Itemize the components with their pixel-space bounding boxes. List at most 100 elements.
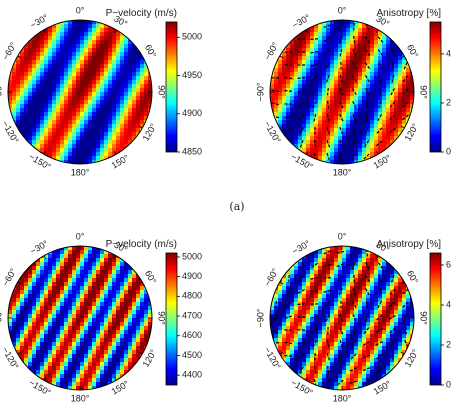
- stick-mark: [389, 100, 397, 108]
- stick-mark: [363, 60, 371, 70]
- fast-direction-sticks: [271, 21, 410, 161]
- stick-mark: [310, 326, 320, 334]
- stick-mark: [377, 299, 383, 309]
- stick-mark: [338, 99, 344, 109]
- azimuth-label: 180°: [71, 167, 90, 177]
- stick-mark: [325, 138, 331, 148]
- azimuth-label: 90°: [419, 311, 429, 325]
- stick-mark: [313, 138, 317, 148]
- colorbar-tick-label: 4600: [182, 330, 202, 340]
- stick-mark: [323, 263, 333, 267]
- azimuth-label: 0°: [76, 5, 85, 15]
- colorbar-label: Anisotropy [%]: [377, 8, 442, 19]
- stick-mark: [324, 300, 332, 308]
- stick-mark: [388, 301, 398, 307]
- azimuth-tick: [400, 125, 405, 129]
- azimuth-tick: [138, 55, 143, 59]
- azimuth-label: 60°: [143, 43, 159, 60]
- azimuth-tick: [375, 255, 379, 260]
- stick-mark: [375, 327, 385, 333]
- colorbar-tick-label: 4700: [182, 310, 202, 320]
- stick-mark: [351, 338, 357, 348]
- azimuth-label: −90°: [0, 82, 3, 101]
- colorbar-label: P−velocity (m/s): [106, 8, 177, 19]
- stick-mark: [363, 326, 371, 334]
- stick-mark: [402, 100, 410, 108]
- stick-mark: [376, 352, 384, 360]
- stick-mark: [364, 273, 370, 283]
- stick-mark: [313, 364, 317, 374]
- stick-mark: [362, 340, 372, 346]
- stick-mark: [313, 351, 317, 361]
- stick-mark: [310, 50, 320, 54]
- stick-mark: [326, 86, 330, 96]
- azimuth-tick: [400, 351, 405, 355]
- azimuth-tick: [17, 55, 22, 59]
- stick-mark: [286, 286, 292, 296]
- stick-mark: [326, 364, 330, 374]
- azimuth-label: 90°: [157, 85, 167, 99]
- stick-mark: [284, 115, 294, 119]
- stick-mark: [339, 138, 343, 148]
- heatmap-field: [8, 246, 152, 390]
- colorbar: [429, 252, 442, 386]
- azimuth-tick: [113, 29, 117, 34]
- azimuth-label: 180°: [333, 393, 352, 403]
- stick-mark: [366, 112, 368, 122]
- stick-mark: [273, 312, 279, 322]
- stick-mark: [336, 250, 346, 254]
- azimuth-tick: [17, 125, 22, 129]
- colorbar-tick-label: 4900: [182, 271, 202, 281]
- stick-mark: [376, 313, 384, 321]
- colorbar-tick-label: 0: [446, 146, 451, 156]
- figure-caption: (a): [229, 200, 245, 213]
- stick-mark: [376, 139, 384, 147]
- heatmap-field: [270, 246, 414, 390]
- stick-mark: [402, 113, 410, 121]
- stick-mark: [339, 73, 343, 83]
- stick-mark: [375, 340, 385, 346]
- stick-mark: [312, 338, 318, 348]
- stick-mark: [326, 112, 330, 122]
- stick-mark: [324, 48, 332, 56]
- stick-mark: [338, 325, 344, 335]
- stick-mark: [351, 260, 357, 270]
- azimuth-tick: [113, 150, 117, 155]
- azimuth-tick: [400, 281, 405, 285]
- colorbar-tick-label: 2: [446, 97, 451, 107]
- stick-mark: [352, 138, 356, 148]
- stick-mark: [352, 34, 356, 44]
- stick-mark: [377, 112, 383, 122]
- stick-mark: [377, 364, 383, 374]
- stick-mark: [353, 21, 355, 31]
- colorbar-tick-label: 4800: [182, 291, 202, 301]
- stick-mark: [389, 113, 397, 121]
- stick-mark: [352, 325, 356, 335]
- stick-mark: [349, 380, 359, 384]
- stick-mark: [326, 99, 330, 109]
- stick-mark: [403, 338, 409, 348]
- stick-mark: [338, 364, 344, 374]
- azimuth-label: 90°: [419, 85, 429, 99]
- chart-panel-top-right: 0°30°60°90°120°150°180°−150°−120°−90°−60…: [255, 5, 451, 177]
- stick-mark: [284, 76, 294, 80]
- stick-mark: [364, 34, 370, 44]
- stick-mark: [363, 48, 371, 56]
- stick-mark: [365, 99, 369, 109]
- azimuth-label: 60°: [405, 43, 421, 60]
- stick-mark: [323, 276, 333, 280]
- colorbar: [165, 252, 178, 386]
- stick-mark: [352, 125, 356, 135]
- stick-mark: [271, 89, 281, 93]
- stick-mark: [403, 60, 409, 70]
- colorbar-label: Anisotropy [%]: [377, 239, 442, 250]
- stick-mark: [298, 274, 306, 282]
- stick-mark: [297, 76, 307, 80]
- stick-mark: [351, 312, 357, 322]
- chart-panel-bottom-left: 0°30°60°90°120°150°180°−150°−120°−90°−60…: [0, 231, 202, 403]
- azimuth-tick: [305, 29, 309, 34]
- stick-mark: [390, 273, 396, 283]
- colorbar-label: P−velocity (m/s): [106, 239, 177, 250]
- stick-mark: [377, 273, 383, 283]
